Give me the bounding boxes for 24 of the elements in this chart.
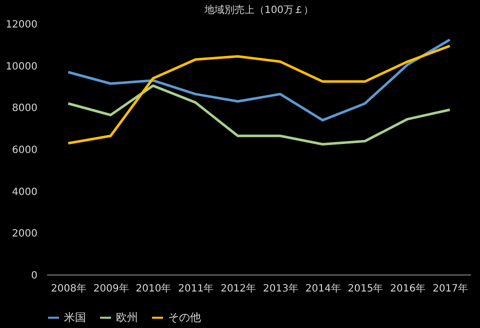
y-tick-label: 2000 bbox=[12, 228, 38, 240]
x-tick-label: 2011年 bbox=[178, 282, 214, 294]
x-tick-label: 2016年 bbox=[390, 282, 426, 294]
x-tick-label: 2014年 bbox=[305, 282, 341, 294]
x-tick-label: 2015年 bbox=[348, 282, 384, 294]
y-tick-label: 12000 bbox=[6, 20, 38, 30]
x-tick-label: 2017年 bbox=[432, 282, 468, 294]
legend-label: 欧州 bbox=[116, 310, 138, 324]
x-tick-label: 2013年 bbox=[262, 282, 298, 294]
legend-label: その他 bbox=[168, 310, 201, 324]
y-tick-label: 4000 bbox=[12, 186, 38, 198]
y-tick-label: 6000 bbox=[12, 145, 38, 156]
x-tick-label: 2010年 bbox=[136, 282, 172, 294]
y-tick-label: 0 bbox=[31, 270, 38, 282]
y-tick-label: 10000 bbox=[6, 61, 38, 72]
x-tick-label: 2008年 bbox=[50, 282, 86, 294]
legend-label: 米国 bbox=[64, 310, 86, 324]
line-series bbox=[66, 84, 452, 146]
chart-title: 地域別売上（100万￡） bbox=[203, 4, 314, 16]
x-tick-label: 2012年 bbox=[220, 282, 256, 294]
x-tick-label: 2009年 bbox=[93, 282, 129, 294]
y-tick-label: 8000 bbox=[12, 103, 38, 114]
line-series bbox=[66, 44, 452, 144]
line-series bbox=[66, 38, 452, 122]
